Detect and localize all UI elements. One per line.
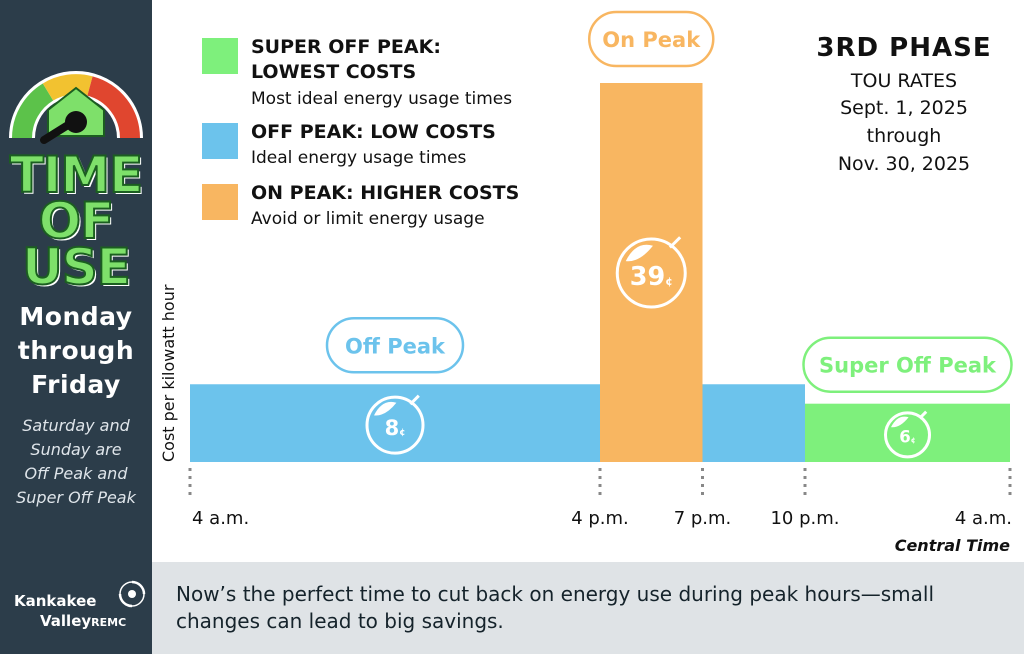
value-badge-icon xyxy=(884,411,931,459)
tou-word-of: OF xyxy=(38,192,116,250)
legend-swatch-off-peak xyxy=(202,123,238,159)
weekdays-heading: Monday through Friday xyxy=(0,300,152,402)
swirl-logo-icon xyxy=(118,580,146,608)
series-pill xyxy=(325,317,465,374)
legend-description: Ideal energy usage times xyxy=(251,148,467,168)
weekend-line: Super Off Peak xyxy=(16,488,136,507)
weekend-line: Off Peak and xyxy=(24,464,128,483)
bar-off-peak xyxy=(702,384,805,462)
legend-heading: OFF PEAK: LOW COSTS xyxy=(251,121,496,143)
series-pill xyxy=(802,336,1013,393)
series-pill-label: Super Off Peak xyxy=(819,354,997,378)
x-tick-label: 4 a.m. xyxy=(192,508,249,529)
x-tick-label: 7 p.m. xyxy=(674,508,732,529)
gauge-icon xyxy=(9,71,143,144)
logo-name-line2-text: Valley xyxy=(40,612,92,630)
legend-swatch-super-off-peak xyxy=(202,38,238,74)
series-pill-label: On Peak xyxy=(602,28,701,52)
logo-name-line2: ValleyREMC xyxy=(40,612,126,630)
tou-word-use: USE xyxy=(21,238,132,296)
legend-description: Most ideal energy usage times xyxy=(251,89,513,109)
value-badge-icon xyxy=(365,395,425,455)
phase-title: 3RD PHASE xyxy=(816,33,992,63)
value-unit: ¢ xyxy=(911,436,916,445)
x-tick-label: 4 a.m. xyxy=(955,508,1012,529)
weekdays-line: Monday xyxy=(19,302,133,331)
footer-message: Now’s the perfect time to cut back on en… xyxy=(176,582,935,633)
weekend-line: Saturday and xyxy=(22,416,130,435)
x-tick-label: 10 p.m. xyxy=(770,508,839,529)
legend-heading: ON PEAK: HIGHER COSTS xyxy=(251,182,520,204)
series-pill xyxy=(588,10,715,68)
rate-chart: 4 a.m. 4 p.m. 7 p.m. 10 p.m. 4 a.m.Off Peak8… xyxy=(188,10,1013,529)
legend-heading: SUPER OFF PEAK: xyxy=(251,36,441,58)
legend-heading: LOWEST COSTS xyxy=(251,61,417,83)
plug-icon xyxy=(409,394,420,406)
legend-description: Avoid or limit energy usage xyxy=(251,209,485,229)
weekend-note: Saturday and Sunday are Off Peak and Sup… xyxy=(0,414,152,510)
series-pill-label: Off Peak xyxy=(345,334,446,358)
weekdays-line: Friday xyxy=(31,370,121,399)
plug-icon xyxy=(668,236,682,249)
value-unit: ¢ xyxy=(399,428,405,438)
leaf-icon xyxy=(374,401,397,416)
leaf-icon xyxy=(625,244,653,262)
phase-line: TOU RATES xyxy=(850,70,958,92)
value-badge-icon xyxy=(615,237,687,309)
x-tick-label: 4 p.m. xyxy=(571,508,629,529)
phase-line: Sept. 1, 2025 xyxy=(840,97,968,119)
legend-swatch-on-peak xyxy=(202,184,238,220)
plug-icon xyxy=(918,410,928,420)
weekdays-line: through xyxy=(17,336,135,365)
leaf-icon xyxy=(891,416,909,428)
tou-word-time: TIME xyxy=(9,146,145,204)
phase-line: through xyxy=(866,125,942,147)
footer-banner: Now’s the perfect time to cut back on en… xyxy=(152,562,1024,654)
logo-suffix: REMC xyxy=(91,616,127,629)
sidebar: TIME OF USE Monday through Friday Saturd… xyxy=(0,0,152,654)
logo-name-line1: Kankakee xyxy=(14,592,97,610)
company-logo: Kankakee ValleyREMC xyxy=(10,580,150,630)
phase-line: Nov. 30, 2025 xyxy=(837,153,971,175)
x-axis-label: Central Time xyxy=(894,536,1010,555)
value-unit: ¢ xyxy=(665,275,673,288)
weekend-line: Sunday are xyxy=(30,440,122,459)
